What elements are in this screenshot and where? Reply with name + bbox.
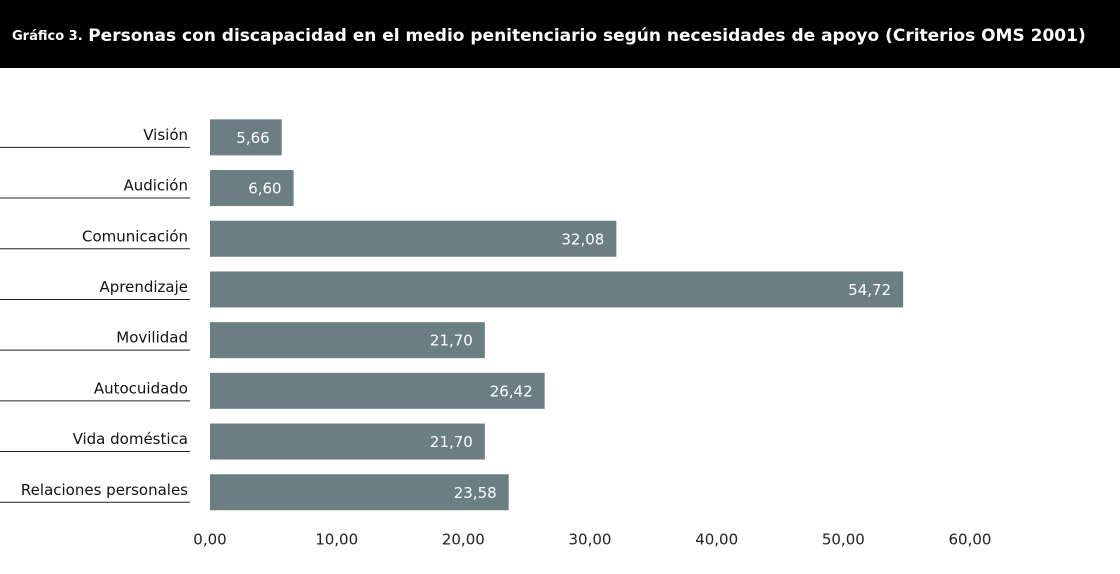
bar <box>210 423 485 460</box>
value-label: 54,72 <box>848 281 891 299</box>
value-label: 21,70 <box>430 332 473 350</box>
x-tick-label: 20,00 <box>442 531 485 549</box>
x-tick-label: 0,00 <box>193 531 226 549</box>
x-tick-label: 40,00 <box>695 531 738 549</box>
title-text: Personas con discapacidad en el medio pe… <box>88 26 1086 46</box>
category-label: Audición <box>123 177 188 195</box>
bar <box>210 170 294 207</box>
category-label: Relaciones personales <box>21 481 188 499</box>
title-prefix: Gráfico 3. <box>12 29 83 44</box>
header-band <box>0 0 1120 68</box>
category-label: Comunicación <box>82 227 188 245</box>
bar <box>210 119 282 156</box>
x-tick-label: 50,00 <box>822 531 865 549</box>
value-label: 6,60 <box>248 180 281 198</box>
category-label: Aprendizaje <box>99 278 188 296</box>
x-tick-label: 60,00 <box>949 531 992 549</box>
value-label: 5,66 <box>236 129 269 147</box>
x-tick-label: 30,00 <box>569 531 612 549</box>
value-label: 32,08 <box>561 230 604 248</box>
value-label: 21,70 <box>430 433 473 451</box>
chart-title: Gráfico 3. Personas con discapacidad en … <box>12 26 1086 47</box>
category-label: Vida doméstica <box>73 430 188 448</box>
value-label: 26,42 <box>490 382 533 400</box>
bar <box>210 271 904 308</box>
bar <box>210 220 617 257</box>
bar <box>210 372 545 409</box>
category-label: Visión <box>143 126 188 144</box>
bar <box>210 322 485 359</box>
category-label: Movilidad <box>116 329 188 347</box>
x-tick-label: 10,00 <box>315 531 358 549</box>
bar <box>210 474 509 511</box>
value-label: 23,58 <box>454 484 497 502</box>
category-label: Autocuidado <box>94 379 188 397</box>
